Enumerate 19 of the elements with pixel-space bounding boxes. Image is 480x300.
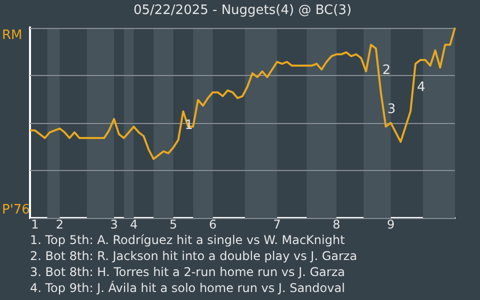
x-tick-label: 9: [386, 217, 395, 232]
text: 1. Top 5th: A. Rodríguez hit a single vs W. MacKnight: [30, 232, 346, 248]
x-tick-label: 4: [130, 217, 138, 232]
x-tick-label: 7: [273, 217, 281, 232]
annotation: 2: [382, 62, 391, 78]
annotation: 4: [416, 80, 426, 95]
text: RM: [2, 28, 22, 43]
x-tick-label: 8: [332, 217, 340, 232]
text: 2. Bot 8th: R. Jackson hit into a double play vs J. Garza: [30, 248, 358, 264]
x-tick-label: 6: [209, 217, 217, 232]
x-tick-label: 2: [56, 217, 64, 232]
chart-title: 05/22/2025 - Nuggets(4) @ BC(3): [133, 3, 352, 18]
annotation: 3: [387, 102, 396, 117]
x-tick-label: 1: [31, 217, 39, 232]
x-tick-label: 3: [110, 217, 118, 232]
text: 4. Top 9th: J. Ávila hit a solo home run vs J. Sandoval: [30, 280, 346, 296]
text: P'76: [2, 202, 30, 218]
x-tick-label: 5: [169, 217, 178, 232]
text: 3. Bot 8th: H. Torres hit a 2-run home run vs J. Garza: [30, 264, 346, 280]
